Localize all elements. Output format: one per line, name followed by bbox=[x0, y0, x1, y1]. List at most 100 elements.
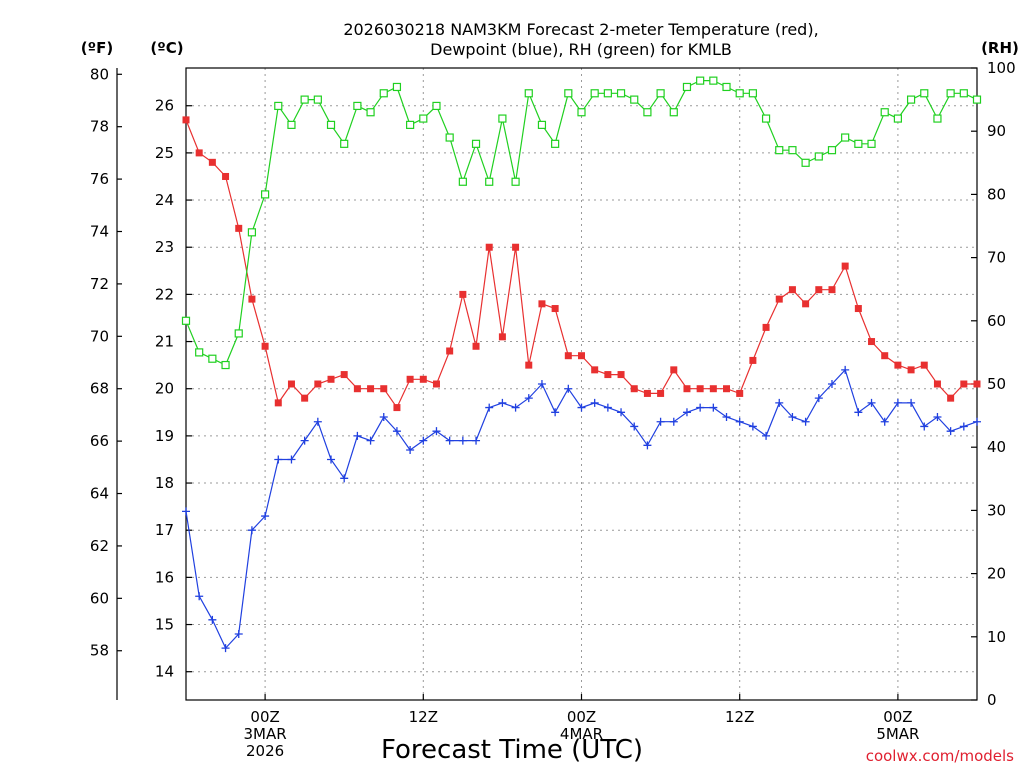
dewpoint-point bbox=[827, 380, 836, 388]
rh-point bbox=[656, 89, 665, 98]
temperature-point bbox=[841, 262, 849, 270]
fahrenheit-tick-label: 62 bbox=[90, 537, 109, 555]
dewpoint-point bbox=[682, 408, 691, 417]
celsius-tick-label: 25 bbox=[155, 144, 174, 162]
temperature-point bbox=[512, 243, 520, 251]
dewpoint-points bbox=[182, 365, 981, 653]
dewpoint-point bbox=[247, 526, 256, 535]
celsius-tick-label: 14 bbox=[155, 663, 174, 681]
temperature-point bbox=[538, 300, 546, 308]
dewpoint-point bbox=[775, 398, 784, 407]
dewpoint-point bbox=[854, 408, 863, 417]
rh-point bbox=[577, 108, 586, 117]
dewpoint-point bbox=[696, 403, 705, 412]
fahrenheit-tick-label: 76 bbox=[90, 170, 109, 188]
rh-point bbox=[946, 89, 955, 98]
series-layer bbox=[181, 76, 982, 653]
rh-tick-label: 60 bbox=[987, 312, 1006, 330]
rh-point bbox=[748, 89, 757, 98]
dewpoint-point bbox=[182, 507, 190, 516]
fahrenheit-tick-label: 64 bbox=[90, 485, 109, 503]
dewpoint-point bbox=[551, 408, 560, 417]
temperature-point bbox=[868, 338, 876, 346]
temperature-point bbox=[261, 342, 269, 350]
dewpoint-point bbox=[762, 431, 771, 440]
dewpoint-point bbox=[722, 413, 731, 422]
temperature-point bbox=[670, 366, 678, 374]
rh-point bbox=[300, 95, 309, 104]
rh-point bbox=[392, 82, 402, 92]
rh-point bbox=[761, 114, 771, 123]
rh-point bbox=[709, 76, 718, 85]
temperature-points bbox=[182, 116, 981, 412]
temperature-point bbox=[617, 371, 625, 379]
x-tick-label: 5MAR bbox=[876, 725, 919, 743]
temperature-point bbox=[828, 286, 836, 294]
dewpoint-point bbox=[920, 422, 929, 431]
x-tick-label: 00Z bbox=[567, 708, 596, 726]
rh-point bbox=[366, 108, 375, 117]
grid-layer bbox=[186, 68, 977, 700]
temperature-point bbox=[564, 352, 572, 360]
x-tick-label: 12Z bbox=[409, 708, 438, 726]
temperature-point bbox=[960, 380, 968, 388]
rh-point bbox=[893, 114, 903, 123]
temperature-point bbox=[947, 394, 955, 402]
rh-point bbox=[313, 95, 322, 104]
rh-point bbox=[445, 133, 454, 142]
rh-point bbox=[867, 139, 876, 148]
dewpoint-point bbox=[603, 403, 612, 412]
temperature-point bbox=[709, 385, 717, 393]
dewpoint-point bbox=[643, 441, 652, 450]
rh-point bbox=[419, 114, 428, 123]
temperature-point bbox=[459, 290, 467, 298]
rh-point bbox=[630, 95, 639, 104]
dewpoint-point bbox=[313, 417, 322, 426]
rh-tick-label: 80 bbox=[987, 185, 1006, 203]
dewpoint-point bbox=[366, 436, 375, 445]
rh-point bbox=[933, 114, 942, 123]
dewpoint-point bbox=[485, 403, 494, 412]
rh-point bbox=[485, 177, 494, 186]
dewpoint-point bbox=[432, 427, 441, 436]
rh-point bbox=[261, 190, 270, 199]
rh-point bbox=[906, 95, 916, 104]
fahrenheit-tick-label: 58 bbox=[90, 642, 109, 660]
temperature-point bbox=[380, 385, 388, 393]
temperature-point bbox=[248, 295, 256, 303]
rh-point bbox=[827, 146, 837, 155]
dewpoint-point bbox=[379, 413, 388, 422]
chart-title-line-2: Dewpoint (blue), RH (green) for KMLB bbox=[430, 40, 732, 59]
rh-tick-label: 50 bbox=[987, 375, 1006, 393]
temperature-point bbox=[287, 380, 295, 388]
rh-point bbox=[920, 89, 929, 98]
dewpoint-point bbox=[234, 629, 243, 638]
rh-point bbox=[406, 120, 415, 129]
rh-tick-label: 70 bbox=[987, 249, 1006, 267]
temperature-point bbox=[498, 333, 506, 341]
chart-title-line-1: 2026030218 NAM3KM Forecast 2-meter Tempe… bbox=[343, 20, 818, 39]
dewpoint-point bbox=[498, 398, 507, 407]
celsius-tick-label: 16 bbox=[155, 568, 174, 586]
rh-point bbox=[181, 316, 191, 325]
temperature-point bbox=[406, 375, 414, 383]
axes-layer: 58 60 62 64 66 68 70 72 74 76 78 80 14 15 16 17 18 19 20 21… bbox=[90, 59, 1016, 760]
dewpoint-point bbox=[801, 417, 810, 426]
celsius-tick-label: 19 bbox=[155, 427, 174, 445]
dewpoint-point bbox=[709, 403, 718, 412]
temperature-point bbox=[630, 385, 638, 393]
dewpoint-point bbox=[511, 403, 520, 412]
temperature-point bbox=[578, 352, 585, 360]
x-axis-label: Forecast Time (UTC) bbox=[381, 735, 643, 765]
temperature-point bbox=[643, 389, 651, 397]
temperature-point bbox=[472, 342, 480, 350]
x-tick-label: 3MAR bbox=[244, 725, 287, 743]
temperature-point bbox=[604, 371, 612, 379]
rh-tick-label: 10 bbox=[987, 628, 1006, 646]
rh-tick-label: 100 bbox=[987, 59, 1016, 77]
rh-point bbox=[498, 114, 507, 123]
rh-point bbox=[234, 329, 243, 338]
fahrenheit-tick-label: 60 bbox=[90, 589, 109, 607]
x-tick-label: 2026 bbox=[246, 742, 284, 760]
temperature-point bbox=[723, 385, 731, 393]
